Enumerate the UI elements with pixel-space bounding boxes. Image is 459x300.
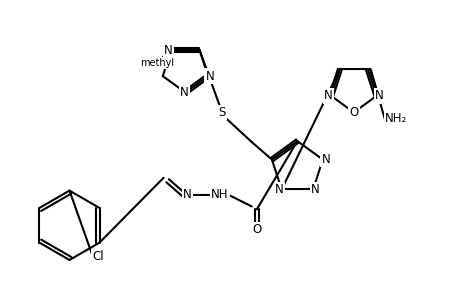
Text: O: O — [348, 106, 358, 119]
Text: NH₂: NH₂ — [385, 112, 407, 125]
Text: N: N — [374, 89, 383, 102]
Text: N: N — [321, 153, 330, 166]
Text: NH: NH — [211, 188, 228, 201]
Text: N: N — [323, 89, 332, 102]
Text: Cl: Cl — [92, 250, 104, 263]
Text: O: O — [252, 223, 261, 236]
Text: S: S — [218, 106, 225, 119]
Text: N: N — [183, 188, 191, 201]
Text: N: N — [205, 70, 214, 83]
Text: methyl: methyl — [140, 58, 174, 68]
Text: N: N — [164, 44, 173, 57]
Text: N: N — [310, 183, 319, 196]
Text: N: N — [274, 183, 283, 196]
Text: N: N — [179, 86, 188, 99]
